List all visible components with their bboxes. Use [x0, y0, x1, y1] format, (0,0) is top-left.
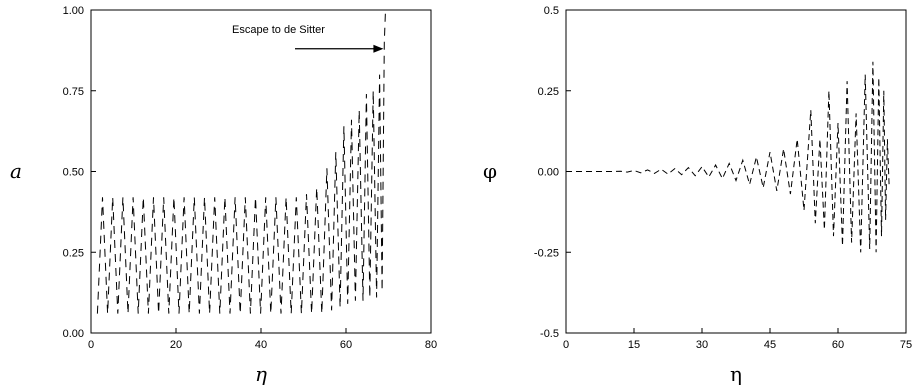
- x-tick-label-1: 15: [628, 339, 640, 351]
- x-tick-label-2: 40: [255, 339, 267, 351]
- y-tick-label-0: 0.00: [63, 328, 84, 340]
- y-tick-label-4: 1.00: [63, 5, 84, 17]
- y-tick-label-4: 0.5: [544, 5, 559, 17]
- x-tick-label-2: 30: [696, 339, 708, 351]
- x-tick-label-3: 45: [764, 339, 776, 351]
- x-axis-label-left: η: [255, 362, 267, 385]
- x-tick-label-4: 80: [425, 339, 437, 351]
- series-left: [96, 9, 386, 314]
- y-tick-label-3: 0.25: [538, 86, 559, 98]
- series-line-0: [566, 61, 890, 253]
- y-tick-label-3: 0.75: [63, 86, 84, 98]
- chart-scale-factor: 0 20 40 60 80 0.00 0.25 0.50 0.75 1.00 η a Escap…: [10, 5, 437, 385]
- x-tick-label-3: 60: [340, 339, 352, 351]
- x-tick-label-4: 60: [832, 339, 844, 351]
- series-line-0: [96, 9, 386, 314]
- y-tick-label-2: 0.50: [63, 167, 84, 179]
- x-tick-label-0: 0: [88, 339, 94, 351]
- y-tick-label-0: -0.5: [540, 328, 559, 340]
- y-tick-label-1: 0.25: [63, 247, 84, 259]
- x-tick-label-0: 0: [563, 339, 569, 351]
- x-tick-label-1: 20: [170, 339, 182, 351]
- arrow-head: [373, 44, 384, 53]
- y-tick-label-2: 0.00: [538, 167, 559, 179]
- x-axis-label-right: η: [730, 362, 742, 385]
- y-axis-label-right: φ: [483, 159, 497, 183]
- y-axis-right: -0.5 -0.25 0.00 0.25 0.5: [534, 5, 571, 340]
- y-tick-label-1: -0.25: [534, 247, 559, 259]
- x-axis-left: 0 20 40 60 80: [88, 328, 437, 351]
- chart-scalar-field: 0 15 30 45 60 75 -0.5 -0.25 0.00 0.25 0.5 η φ: [483, 5, 912, 385]
- series-right: [566, 61, 890, 253]
- annotation-arrow: [295, 44, 384, 53]
- annotation-escape: Escape to de Sitter: [232, 24, 325, 36]
- y-axis-left: 0.00 0.25 0.50 0.75 1.00: [63, 5, 96, 340]
- x-axis-right: 0 15 30 45 60 75: [563, 328, 912, 351]
- y-axis-label-left: a: [10, 159, 22, 183]
- x-tick-label-5: 75: [900, 339, 912, 351]
- plot-frame-left: [90, 9, 432, 334]
